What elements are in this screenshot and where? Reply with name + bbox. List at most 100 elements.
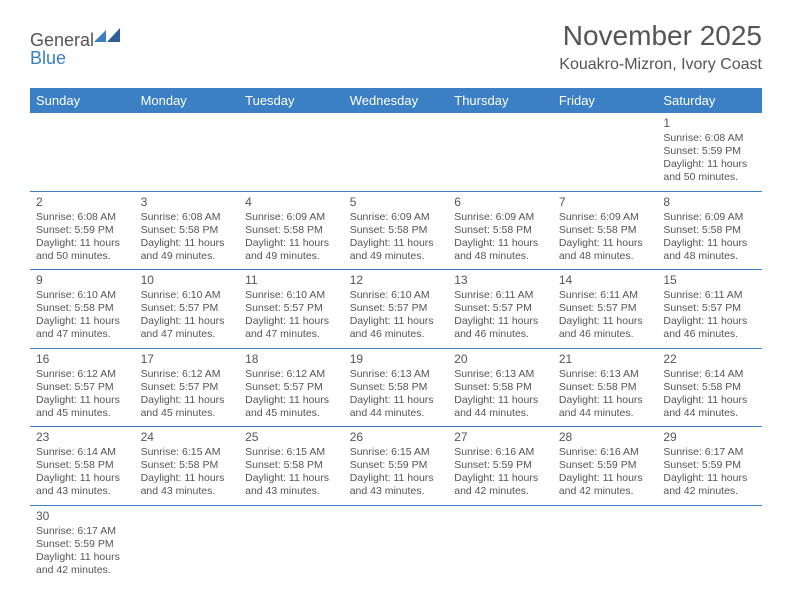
- sunset-line: Sunset: 5:57 PM: [245, 302, 338, 315]
- sunrise-line: Sunrise: 6:17 AM: [36, 525, 129, 538]
- daylight-line: Daylight: 11 hours and 47 minutes.: [141, 315, 234, 341]
- daylight-line: Daylight: 11 hours and 48 minutes.: [559, 237, 652, 263]
- sunset-line: Sunset: 5:58 PM: [245, 459, 338, 472]
- month-title: November 2025: [559, 20, 762, 52]
- daylight-line: Daylight: 11 hours and 42 minutes.: [454, 472, 547, 498]
- calendar-head: SundayMondayTuesdayWednesdayThursdayFrid…: [30, 88, 762, 113]
- calendar-body: 1Sunrise: 6:08 AMSunset: 5:59 PMDaylight…: [30, 113, 762, 583]
- daylight-line: Daylight: 11 hours and 43 minutes.: [350, 472, 443, 498]
- daylight-line: Daylight: 11 hours and 47 minutes.: [245, 315, 338, 341]
- calendar-cell: 23Sunrise: 6:14 AMSunset: 5:58 PMDayligh…: [30, 427, 135, 506]
- header: General Blue November 2025 Kouakro-Mizro…: [0, 0, 792, 82]
- calendar-cell: [553, 113, 658, 191]
- day-number: 8: [663, 195, 756, 210]
- day-number: 9: [36, 273, 129, 288]
- day-number: 18: [245, 352, 338, 367]
- sunrise-line: Sunrise: 6:17 AM: [663, 446, 756, 459]
- day-number: 11: [245, 273, 338, 288]
- sunset-line: Sunset: 5:59 PM: [36, 538, 129, 551]
- logo: General Blue: [30, 20, 122, 67]
- sunset-line: Sunset: 5:57 PM: [36, 381, 129, 394]
- sunrise-line: Sunrise: 6:14 AM: [663, 368, 756, 381]
- day-number: 16: [36, 352, 129, 367]
- logo-general: General: [30, 30, 94, 50]
- day-number: 1: [663, 116, 756, 131]
- calendar-cell: [30, 113, 135, 191]
- calendar-cell: 20Sunrise: 6:13 AMSunset: 5:58 PMDayligh…: [448, 348, 553, 427]
- sunrise-line: Sunrise: 6:09 AM: [350, 211, 443, 224]
- calendar-cell: 14Sunrise: 6:11 AMSunset: 5:57 PMDayligh…: [553, 270, 658, 349]
- daylight-line: Daylight: 11 hours and 42 minutes.: [559, 472, 652, 498]
- sunset-line: Sunset: 5:58 PM: [559, 224, 652, 237]
- daylight-line: Daylight: 11 hours and 49 minutes.: [141, 237, 234, 263]
- calendar-cell: [448, 113, 553, 191]
- sunset-line: Sunset: 5:58 PM: [36, 459, 129, 472]
- sunset-line: Sunset: 5:58 PM: [141, 224, 234, 237]
- logo-blue: Blue: [30, 48, 66, 68]
- day-number: 29: [663, 430, 756, 445]
- calendar-cell: 22Sunrise: 6:14 AMSunset: 5:58 PMDayligh…: [657, 348, 762, 427]
- sunset-line: Sunset: 5:59 PM: [350, 459, 443, 472]
- calendar-cell: [344, 505, 449, 583]
- daylight-line: Daylight: 11 hours and 44 minutes.: [559, 394, 652, 420]
- day-number: 30: [36, 509, 129, 524]
- day-number: 2: [36, 195, 129, 210]
- day-number: 14: [559, 273, 652, 288]
- sunrise-line: Sunrise: 6:15 AM: [141, 446, 234, 459]
- day-number: 26: [350, 430, 443, 445]
- sunrise-line: Sunrise: 6:15 AM: [350, 446, 443, 459]
- day-number: 5: [350, 195, 443, 210]
- daylight-line: Daylight: 11 hours and 46 minutes.: [454, 315, 547, 341]
- daylight-line: Daylight: 11 hours and 49 minutes.: [350, 237, 443, 263]
- sunset-line: Sunset: 5:58 PM: [663, 381, 756, 394]
- sunset-line: Sunset: 5:58 PM: [559, 381, 652, 394]
- daylight-line: Daylight: 11 hours and 42 minutes.: [663, 472, 756, 498]
- sunset-line: Sunset: 5:58 PM: [36, 302, 129, 315]
- calendar-cell: 13Sunrise: 6:11 AMSunset: 5:57 PMDayligh…: [448, 270, 553, 349]
- calendar-cell: [239, 505, 344, 583]
- day-number: 27: [454, 430, 547, 445]
- sunset-line: Sunset: 5:57 PM: [350, 302, 443, 315]
- calendar-cell: 10Sunrise: 6:10 AMSunset: 5:57 PMDayligh…: [135, 270, 240, 349]
- calendar-cell: 2Sunrise: 6:08 AMSunset: 5:59 PMDaylight…: [30, 191, 135, 270]
- sunset-line: Sunset: 5:57 PM: [141, 302, 234, 315]
- sunrise-line: Sunrise: 6:15 AM: [245, 446, 338, 459]
- sunset-line: Sunset: 5:58 PM: [245, 224, 338, 237]
- sunset-line: Sunset: 5:57 PM: [454, 302, 547, 315]
- calendar-cell: 12Sunrise: 6:10 AMSunset: 5:57 PMDayligh…: [344, 270, 449, 349]
- sunrise-line: Sunrise: 6:10 AM: [350, 289, 443, 302]
- calendar-cell: 26Sunrise: 6:15 AMSunset: 5:59 PMDayligh…: [344, 427, 449, 506]
- sunrise-line: Sunrise: 6:09 AM: [245, 211, 338, 224]
- daylight-line: Daylight: 11 hours and 49 minutes.: [245, 237, 338, 263]
- daylight-line: Daylight: 11 hours and 46 minutes.: [559, 315, 652, 341]
- weekday-header: Saturday: [657, 88, 762, 113]
- sunrise-line: Sunrise: 6:11 AM: [663, 289, 756, 302]
- sunset-line: Sunset: 5:59 PM: [454, 459, 547, 472]
- daylight-line: Daylight: 11 hours and 45 minutes.: [141, 394, 234, 420]
- daylight-line: Daylight: 11 hours and 45 minutes.: [245, 394, 338, 420]
- calendar-row: 9Sunrise: 6:10 AMSunset: 5:58 PMDaylight…: [30, 270, 762, 349]
- weekday-header: Friday: [553, 88, 658, 113]
- day-number: 12: [350, 273, 443, 288]
- sunrise-line: Sunrise: 6:10 AM: [36, 289, 129, 302]
- day-number: 20: [454, 352, 547, 367]
- calendar-table: SundayMondayTuesdayWednesdayThursdayFrid…: [30, 88, 762, 583]
- sunrise-line: Sunrise: 6:12 AM: [36, 368, 129, 381]
- logo-text: General Blue: [30, 28, 122, 67]
- flag-icon: [94, 28, 122, 46]
- sunrise-line: Sunrise: 6:11 AM: [454, 289, 547, 302]
- sunrise-line: Sunrise: 6:09 AM: [454, 211, 547, 224]
- sunrise-line: Sunrise: 6:10 AM: [141, 289, 234, 302]
- daylight-line: Daylight: 11 hours and 48 minutes.: [663, 237, 756, 263]
- sunset-line: Sunset: 5:59 PM: [663, 145, 756, 158]
- calendar-cell: 8Sunrise: 6:09 AMSunset: 5:58 PMDaylight…: [657, 191, 762, 270]
- sunset-line: Sunset: 5:58 PM: [454, 381, 547, 394]
- calendar-cell: [135, 505, 240, 583]
- sunrise-line: Sunrise: 6:08 AM: [663, 132, 756, 145]
- sunset-line: Sunset: 5:59 PM: [663, 459, 756, 472]
- calendar-cell: [553, 505, 658, 583]
- sunrise-line: Sunrise: 6:16 AM: [454, 446, 547, 459]
- daylight-line: Daylight: 11 hours and 43 minutes.: [141, 472, 234, 498]
- daylight-line: Daylight: 11 hours and 43 minutes.: [36, 472, 129, 498]
- sunrise-line: Sunrise: 6:09 AM: [663, 211, 756, 224]
